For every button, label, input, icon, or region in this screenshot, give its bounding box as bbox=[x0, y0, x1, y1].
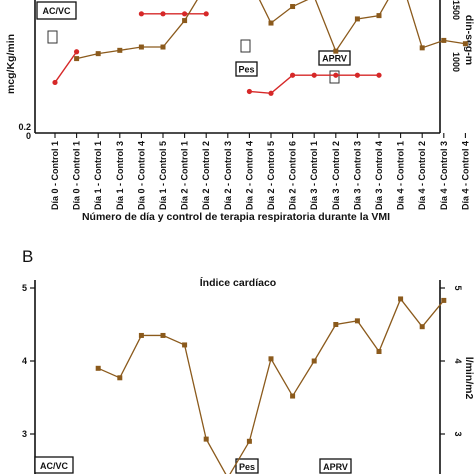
panel-a-brown-point bbox=[462, 41, 468, 47]
panel-a-red-point bbox=[74, 49, 80, 55]
panel-a-brown-point bbox=[74, 56, 80, 62]
panel-a-right-tick-1500: 1500 bbox=[451, 0, 461, 20]
panel-a-x-tick-label: Día 2 - Control 2 bbox=[201, 141, 211, 210]
panel-a-x-tick-label: Día 2 - Control 6 bbox=[288, 141, 298, 210]
annotation-pes-a: Pes bbox=[235, 61, 258, 77]
panel-b-letter: B bbox=[22, 247, 33, 266]
panel-b-right-axis-title: l/min/m2 bbox=[463, 357, 474, 400]
panel-a-brown-series-line bbox=[76, 0, 466, 60]
panel-b-right-tick-5: 5 bbox=[453, 285, 463, 290]
svg-text:AC/VC: AC/VC bbox=[42, 6, 71, 16]
panel-a-brown-point bbox=[138, 44, 144, 50]
panel-b-point bbox=[160, 332, 166, 338]
panel-b-point bbox=[117, 375, 123, 381]
panel-a-x-tick-label: Día 3 - Control 3 bbox=[352, 141, 362, 210]
panel-a-red-point bbox=[311, 72, 317, 78]
panel-a-red-point bbox=[52, 79, 58, 86]
panel-a-brown-point bbox=[182, 18, 188, 24]
panel-a-red-point bbox=[203, 11, 209, 17]
panel-a: mcg/Kg/min din-seg-m 0 0.2 1000 1500 Núm… bbox=[5, 0, 474, 223]
panel-b-point bbox=[354, 318, 360, 324]
panel-b-left-tick-5: 5 bbox=[22, 283, 27, 293]
panel-a-red-point bbox=[333, 72, 339, 78]
panel-a-x-tick-label: Día 3 - Control 4 bbox=[374, 141, 384, 210]
panel-a-brown-point bbox=[160, 44, 166, 50]
panel-a-right-tick-1000: 1000 bbox=[451, 52, 461, 72]
svg-text:APRV: APRV bbox=[322, 54, 347, 64]
panel-a-brown-point bbox=[290, 4, 296, 10]
panel-a-red-point bbox=[182, 11, 188, 17]
panel-a-left-tick-0: 0 bbox=[26, 131, 31, 141]
panel-a-brown-point bbox=[419, 45, 425, 51]
annotation-aprv-b: APRV bbox=[319, 458, 352, 474]
panel-a-left-tick-02: 0.2 bbox=[18, 122, 31, 132]
panel-b-point bbox=[311, 358, 317, 364]
panel-b-point bbox=[441, 297, 447, 303]
panel-b-point bbox=[376, 349, 382, 355]
annotation-acvc-b: AC/VC bbox=[34, 456, 74, 474]
placeholder-box-a2 bbox=[240, 39, 251, 53]
panel-a-x-tick-label: Día 4 - Control 3 bbox=[439, 141, 449, 210]
panel-a-x-tick-label: Día 1 - Control 5 bbox=[158, 141, 168, 210]
panel-a-x-tick-label: Día 0 - Control 1 bbox=[72, 141, 82, 210]
panel-a-x-tick-label: Día 2 - Control 5 bbox=[266, 141, 276, 210]
panel-b-right-tick-4: 4 bbox=[453, 358, 463, 363]
panel-a-red-point bbox=[138, 11, 144, 17]
panel-b-point bbox=[95, 365, 101, 371]
svg-text:APRV: APRV bbox=[323, 462, 348, 472]
panel-b-point bbox=[268, 356, 274, 362]
panel-a-red-point bbox=[160, 11, 166, 17]
panel-a-brown-point bbox=[117, 47, 123, 53]
placeholder-box-a1 bbox=[47, 30, 58, 44]
panel-a-red-point bbox=[246, 88, 252, 95]
panel-b-point bbox=[419, 324, 425, 330]
panel-b-point bbox=[398, 296, 404, 302]
panel-a-red-series-line bbox=[249, 74, 379, 94]
panel-a-brown-point bbox=[354, 16, 360, 22]
panel-a-right-axis-title: din-seg-m bbox=[463, 15, 474, 65]
panel-a-x-tick-label: Día 2 - Control 4 bbox=[244, 141, 254, 210]
panel-a-left-axis-title: mcg/Kg/min bbox=[5, 34, 17, 94]
panel-a-red-point bbox=[376, 72, 382, 78]
panel-b-point bbox=[138, 332, 144, 338]
panel-a-x-tick-label: Día 4 - Control 4 bbox=[460, 141, 470, 210]
panel-b-right-tick-3: 3 bbox=[453, 431, 463, 436]
panel-a-x-axis-title: Número de día y control de terapia respi… bbox=[82, 211, 390, 223]
panel-a-brown-point bbox=[333, 48, 339, 54]
panel-b-point bbox=[182, 342, 188, 348]
svg-text:Pes: Pes bbox=[239, 462, 255, 472]
panel-b: B Índice cardíaco 5 4 3 5 4 3 l/min/m2 A… bbox=[22, 247, 474, 474]
svg-text:AC/VC: AC/VC bbox=[40, 461, 69, 471]
panel-b-title: Índice cardíaco bbox=[200, 276, 276, 289]
panel-a-red-point bbox=[290, 72, 296, 78]
panel-b-point bbox=[290, 393, 296, 399]
panel-b-point bbox=[246, 438, 252, 444]
panel-a-x-tick-label: Día 4 - Control 1 bbox=[396, 141, 406, 210]
panel-a-x-tick-label: Día 2 - Control 3 bbox=[223, 141, 233, 210]
panel-b-point bbox=[333, 322, 339, 327]
panel-b-point bbox=[203, 436, 209, 442]
panel-a-brown-point bbox=[268, 20, 274, 26]
svg-text:Pes: Pes bbox=[238, 65, 254, 75]
panel-a-x-tick-label: Día 1 - Control 3 bbox=[115, 141, 125, 210]
panel-a-x-tick-label: Día 0 - Control 1 bbox=[50, 141, 60, 210]
panel-b-left-tick-3: 3 bbox=[22, 429, 27, 439]
annotation-pes-b: Pes bbox=[235, 458, 259, 474]
panel-a-x-tick-label: Día 3 - Control 2 bbox=[331, 141, 341, 210]
panel-a-brown-point bbox=[376, 13, 382, 19]
annotation-acvc-a: AC/VC bbox=[36, 1, 77, 20]
panel-a-red-point bbox=[354, 72, 360, 78]
panel-a-brown-point bbox=[95, 51, 101, 57]
panel-a-x-tick-label: Día 1 - Control 1 bbox=[93, 141, 103, 210]
panel-a-x-tick-label: Día 2 - Control 1 bbox=[180, 141, 190, 210]
panel-a-x-tick-label: Día 4 - Control 2 bbox=[417, 141, 427, 210]
panel-b-left-tick-4: 4 bbox=[22, 356, 27, 366]
panel-b-series-line bbox=[97, 297, 445, 474]
panel-a-red-series-line bbox=[54, 51, 78, 83]
panel-a-red-point bbox=[268, 90, 274, 96]
panel-a-x-tick-label: Día 3 - Control 1 bbox=[309, 141, 319, 210]
panel-a-x-tick-label: Día 0 - Control 4 bbox=[136, 141, 146, 210]
panel-a-brown-point bbox=[441, 37, 447, 43]
